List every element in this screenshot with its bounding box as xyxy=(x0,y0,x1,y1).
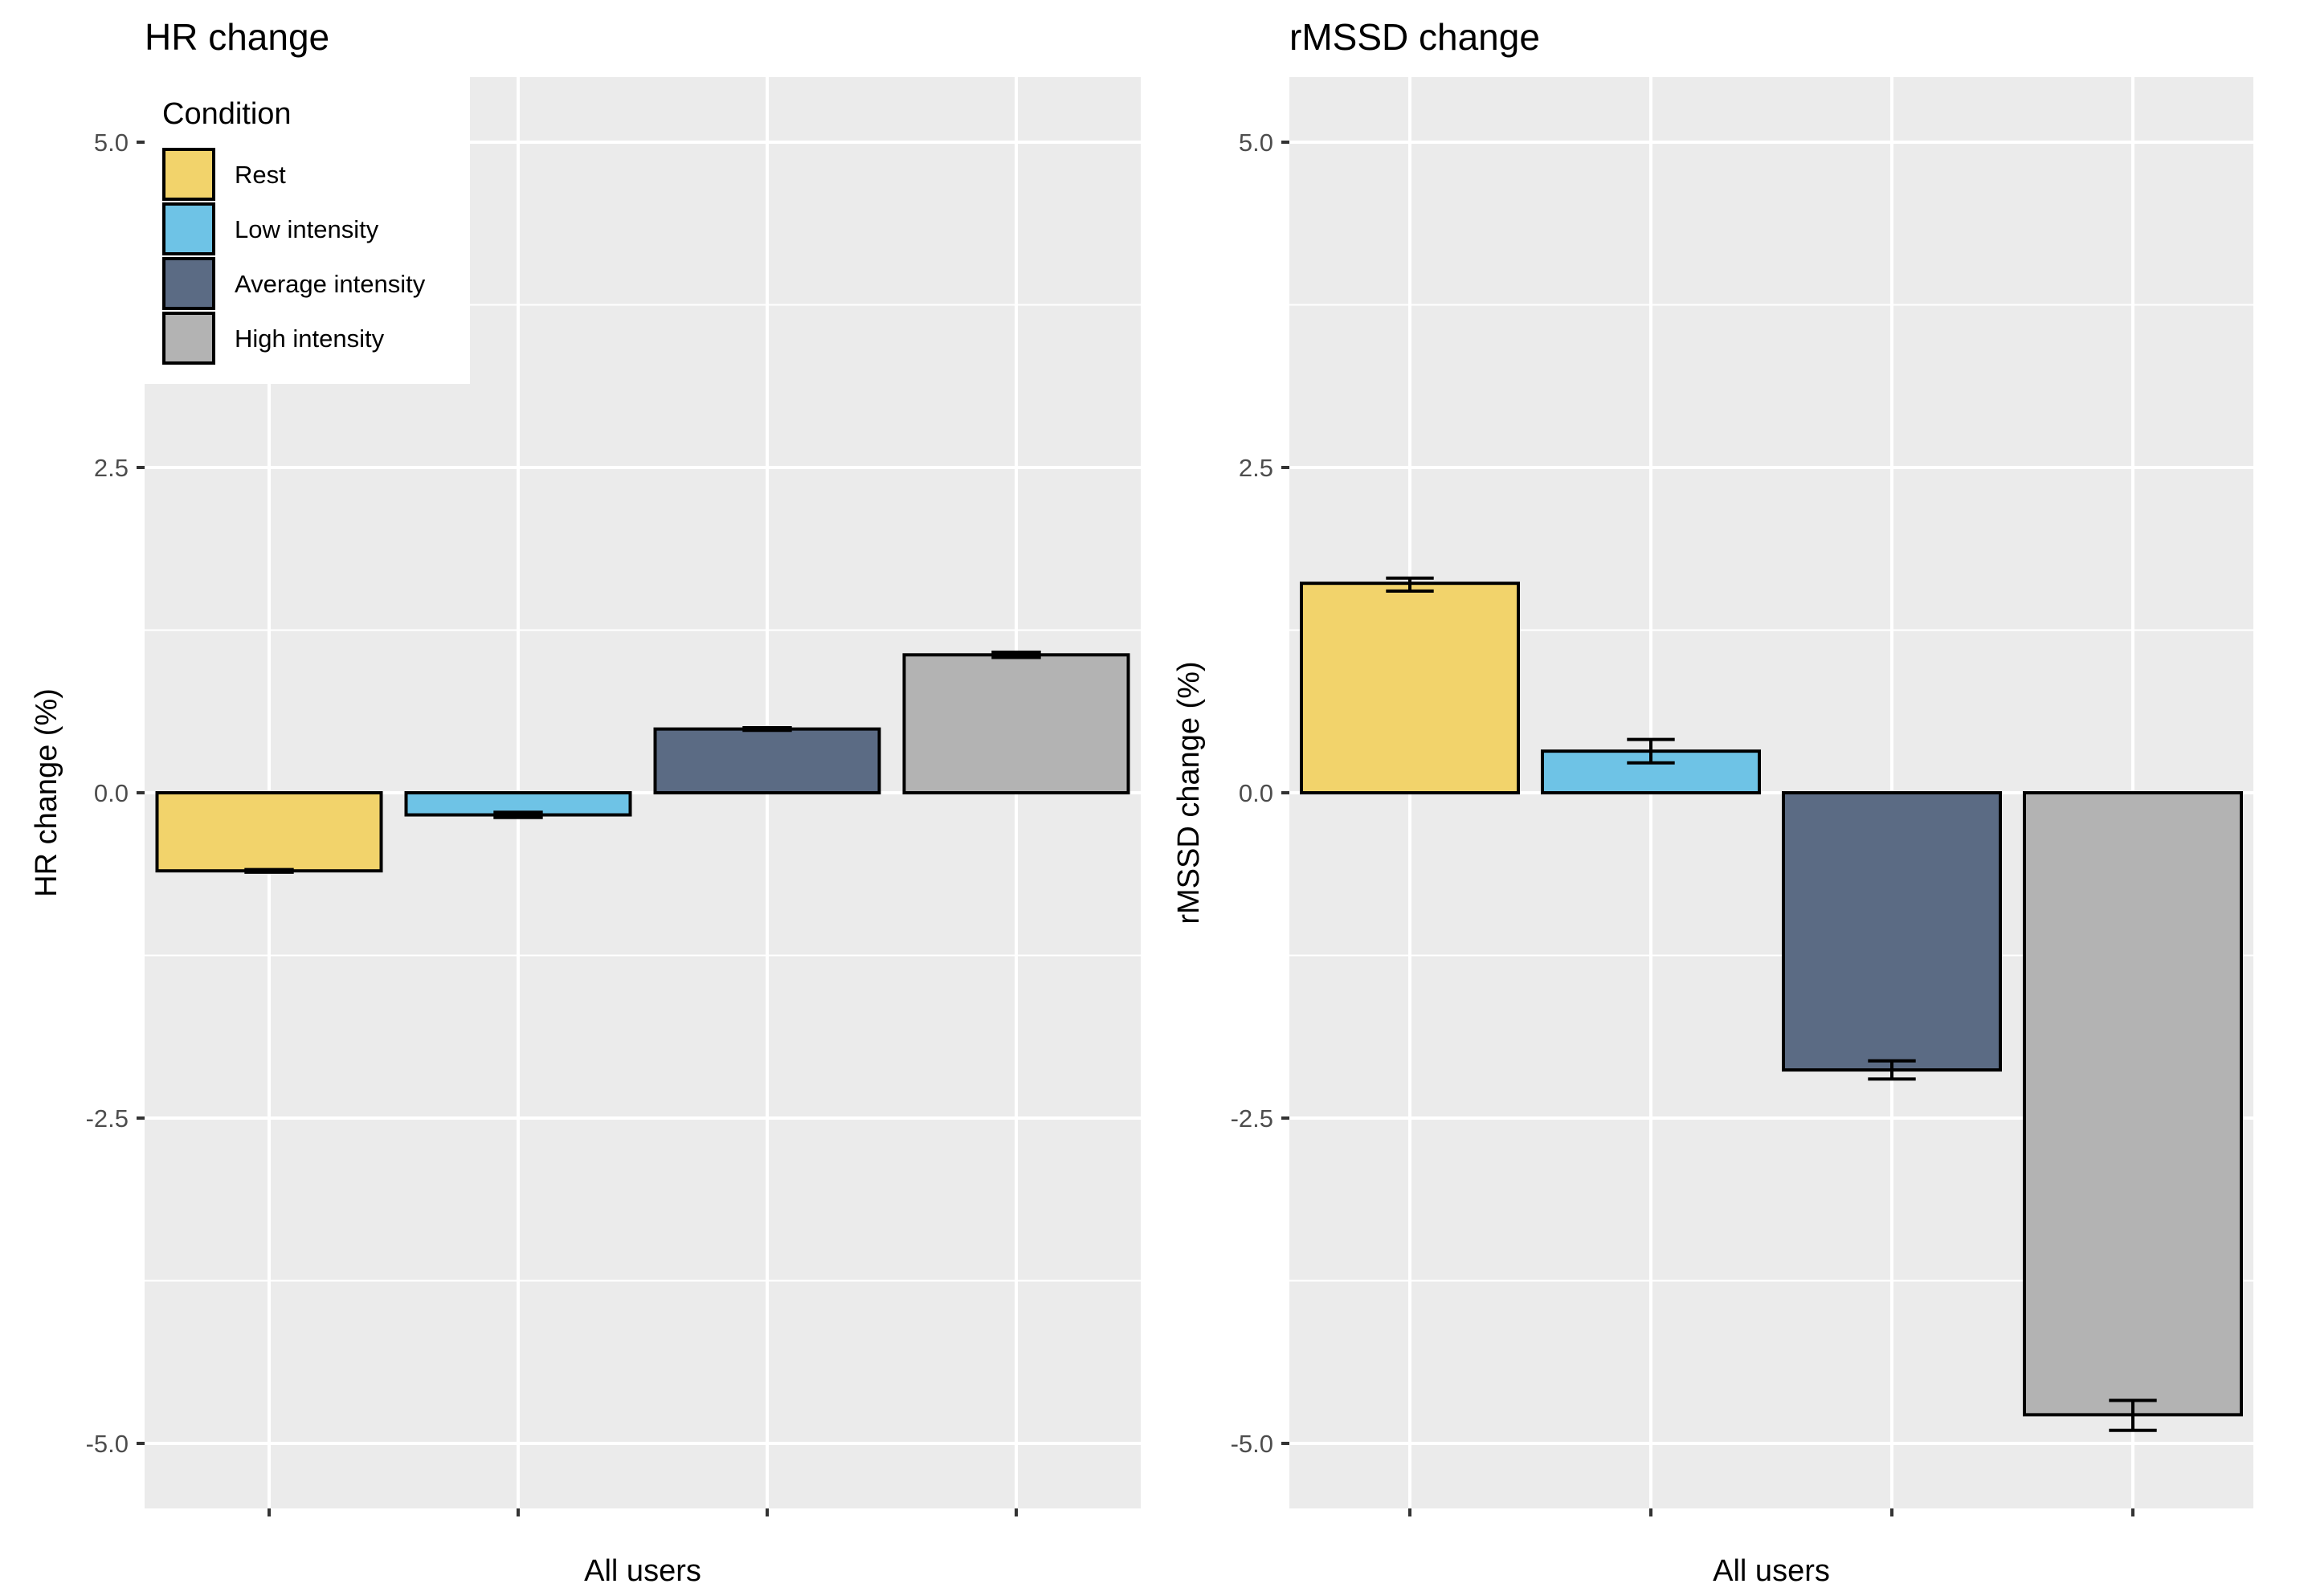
rmssd-bars xyxy=(1300,582,2243,1417)
hr-y-ticks: 5.0 2.5 0.0 -2.5 -5.0 xyxy=(86,129,145,1458)
rmssd-error-bar xyxy=(1386,576,1434,593)
rmssd-bar-average-intensity xyxy=(1782,791,2002,1072)
rmssd-y-ticks: 5.0 2.5 0.0 -2.5 -5.0 xyxy=(1231,129,1289,1458)
legend-swatch xyxy=(162,202,215,255)
legend-label: Low intensity xyxy=(235,215,379,243)
hr-y-tick-label: 2.5 xyxy=(94,454,129,482)
hr-error-bar xyxy=(493,810,543,819)
rmssd-y-tick-label: -2.5 xyxy=(1231,1104,1273,1133)
hr-x-axis-label: All users xyxy=(584,1554,701,1588)
legend-label: Rest xyxy=(235,161,286,189)
rmssd-y-tick-label: 2.5 xyxy=(1239,454,1273,482)
legend-label: Average intensity xyxy=(235,270,426,298)
rmssd-bar-rest xyxy=(1300,582,1520,794)
hr-x-ticks xyxy=(268,1508,1018,1516)
rmssd-error-bar xyxy=(1627,737,1675,765)
rmssd-y-tick-label: -5.0 xyxy=(1231,1430,1273,1458)
rmssd-error-bars xyxy=(1386,576,2157,1432)
legend-items: Rest Low intensity Average intensity High i… xyxy=(162,148,426,365)
legend-item: Low intensity xyxy=(162,202,379,255)
hr-y-tick-label: 5.0 xyxy=(94,129,129,157)
legend-swatch xyxy=(162,148,215,201)
hr-bar-high-intensity xyxy=(902,653,1130,795)
rmssd-y-axis-label: rMSSD change (%) xyxy=(1172,661,1206,924)
legend: Condition Rest Low intensity Average inten… xyxy=(145,77,470,384)
legend-swatch xyxy=(162,257,215,310)
rmssd-x-axis-label: All users xyxy=(1713,1554,1830,1588)
rmssd-panel-title: rMSSD change xyxy=(1289,16,1540,58)
hr-bar-average-intensity xyxy=(653,727,881,794)
rmssd-y-tick-label: 5.0 xyxy=(1239,129,1273,157)
rmssd-bar-high-intensity xyxy=(2023,791,2243,1417)
rmssd-change-panel: 5.0 2.5 0.0 -2.5 -5.0 rMSSD change All users… xyxy=(1172,16,2253,1588)
hr-error-bar xyxy=(742,726,792,733)
hr-error-bar xyxy=(244,867,294,874)
hr-panel-title: HR change xyxy=(145,16,329,58)
hr-error-bars xyxy=(244,651,1041,874)
rmssd-error-bar xyxy=(2109,1398,2157,1432)
legend-item: High intensity xyxy=(162,312,385,365)
legend-item: Rest xyxy=(162,148,286,201)
hr-y-axis-label: HR change (%) xyxy=(30,688,63,897)
rmssd-x-ticks xyxy=(1408,1508,2134,1516)
rmssd-y-tick-label: 0.0 xyxy=(1239,779,1273,807)
legend-label: High intensity xyxy=(235,325,385,353)
hr-error-bar xyxy=(991,651,1041,659)
hr-y-tick-label: 0.0 xyxy=(94,779,129,807)
hr-bars xyxy=(155,653,1130,873)
legend-title: Condition xyxy=(162,97,292,131)
hr-y-tick-label: -5.0 xyxy=(86,1430,129,1458)
rmssd-error-bar xyxy=(1868,1059,1916,1081)
hr-y-tick-label: -2.5 xyxy=(86,1104,129,1133)
legend-item: Average intensity xyxy=(162,257,426,310)
hr-bar-rest xyxy=(155,791,383,873)
legend-swatch xyxy=(162,312,215,365)
